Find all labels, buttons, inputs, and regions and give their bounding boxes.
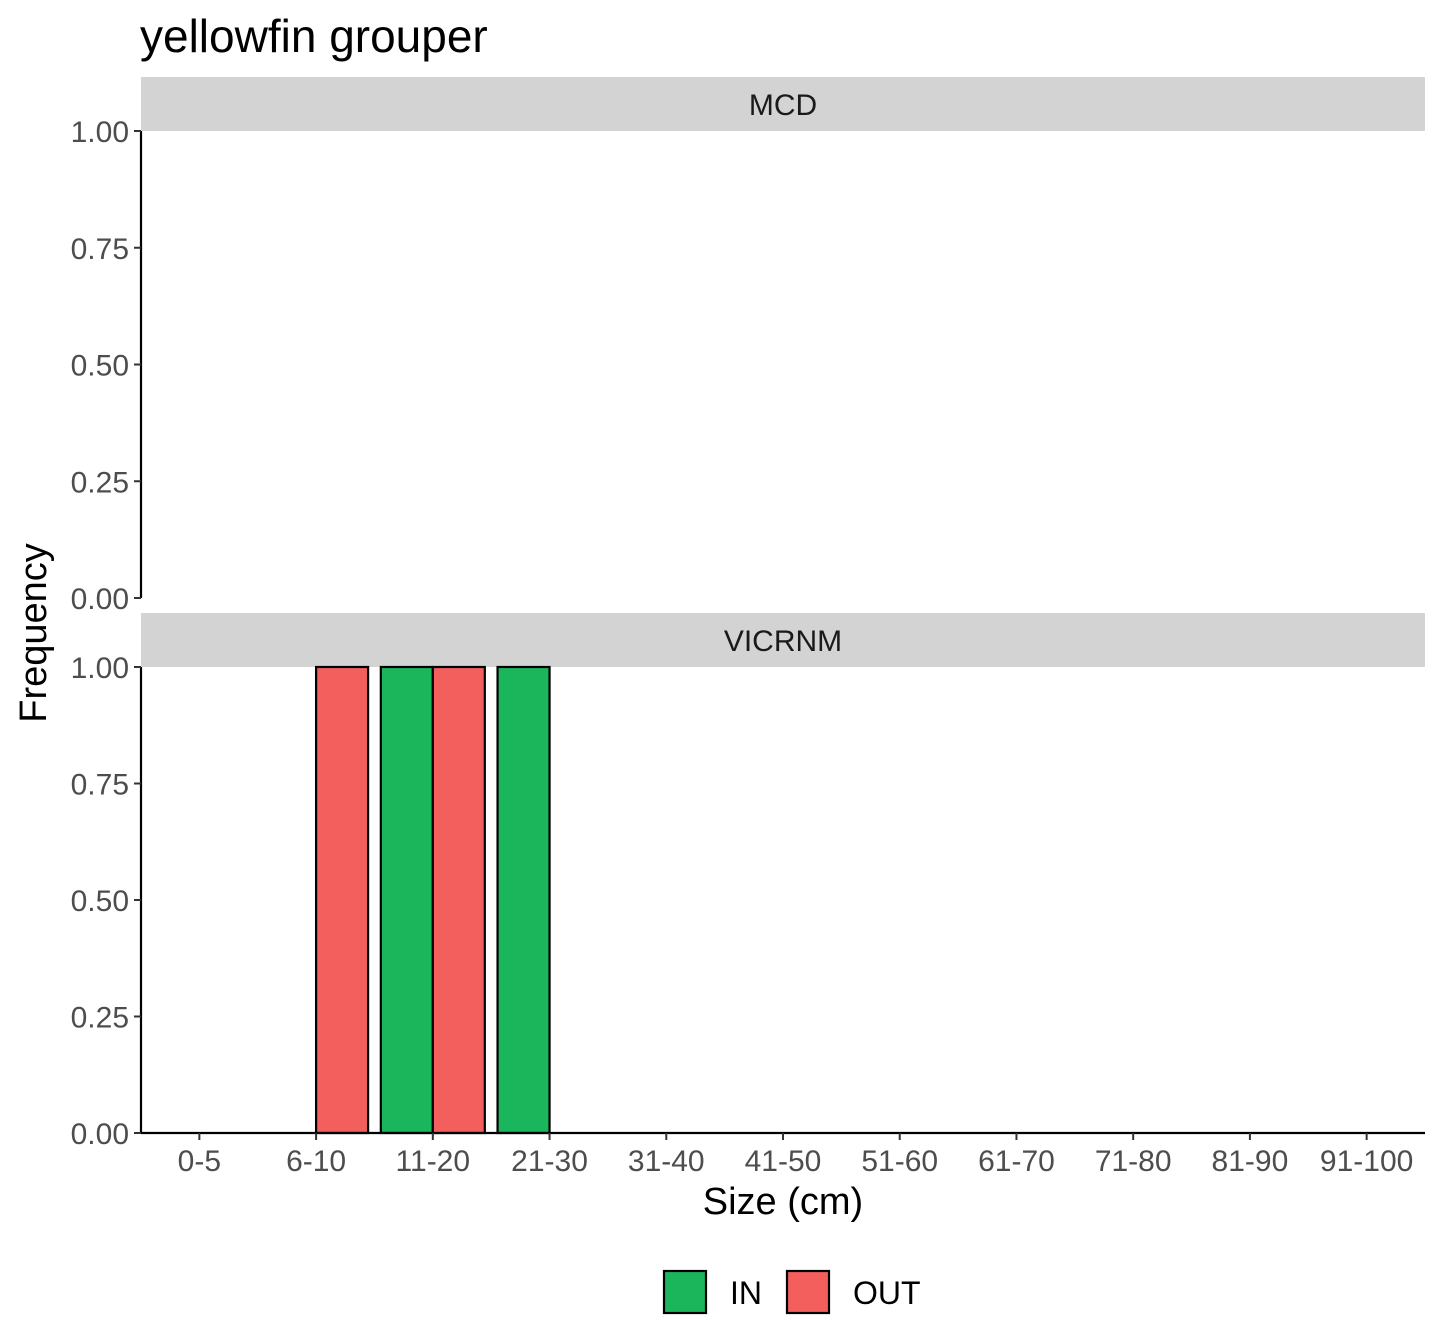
panel-vicrnm: VICRNM 0.00 0.25 0.50 0.75 1.00: [71, 613, 1425, 1151]
y-tick-label: 0.00: [71, 1118, 129, 1151]
x-tick-label: 31-40: [628, 1145, 705, 1178]
legend-item-out: OUT: [785, 1269, 921, 1315]
facet-strip-label: VICRNM: [724, 625, 842, 658]
bar-out-11-20: [431, 665, 486, 1135]
y-tick-label: 1.00: [71, 116, 129, 149]
chart-title: yellowfin grouper: [140, 10, 488, 62]
x-tick-label: 61-70: [978, 1145, 1055, 1178]
legend: IN OUT: [662, 1269, 921, 1315]
x-axis-title: Size (cm): [703, 1181, 863, 1223]
facet-panels: MCD 0.00 0.25 0.50 0.75 1.00 VICRNM 0.00 0.25 0.5…: [71, 77, 1425, 1151]
legend-swatch-out: [785, 1269, 831, 1315]
x-tick-label: 0-5: [178, 1145, 221, 1178]
x-tick-label: 81-90: [1212, 1145, 1289, 1178]
x-tick-label: 41-50: [745, 1145, 822, 1178]
facet-strip: [141, 77, 1425, 131]
facet-strip: [141, 613, 1425, 667]
y-tick-label: 0.25: [71, 1002, 129, 1035]
bar-out-6-10: [314, 665, 370, 1135]
y-tick-label: 0.75: [71, 769, 129, 802]
legend-item-in: IN: [662, 1269, 762, 1315]
x-tick-label: 6-10: [286, 1145, 346, 1178]
legend-swatch-in: [662, 1269, 708, 1315]
panel-mcd: MCD 0.00 0.25 0.50 0.75 1.00: [71, 77, 1425, 616]
x-tick-label: 71-80: [1095, 1145, 1172, 1178]
y-tick-label: 0.50: [71, 885, 129, 918]
y-axis-title: Frequency: [13, 543, 55, 723]
y-tick-label: 0.00: [71, 583, 129, 616]
x-tick-label: 51-60: [861, 1145, 938, 1178]
y-tick-label: 0.50: [71, 350, 129, 383]
x-axis: 0-5 6-10 11-20 21-30 31-40 41-50 51-60 61-70 71-…: [178, 1133, 1413, 1178]
legend-label-in: IN: [730, 1275, 762, 1311]
bar-in-11-20: [379, 665, 434, 1135]
legend-label-out: OUT: [853, 1275, 921, 1311]
facet-strip-label: MCD: [749, 89, 817, 122]
bar-in-21-30: [496, 665, 551, 1135]
y-tick-label: 0.25: [71, 466, 129, 499]
x-tick-label: 21-30: [511, 1145, 588, 1178]
x-tick-label: 11-20: [396, 1145, 471, 1178]
y-tick-label: 1.00: [71, 652, 129, 685]
x-tick-label: 91-100: [1320, 1145, 1413, 1178]
y-tick-label: 0.75: [71, 233, 129, 266]
